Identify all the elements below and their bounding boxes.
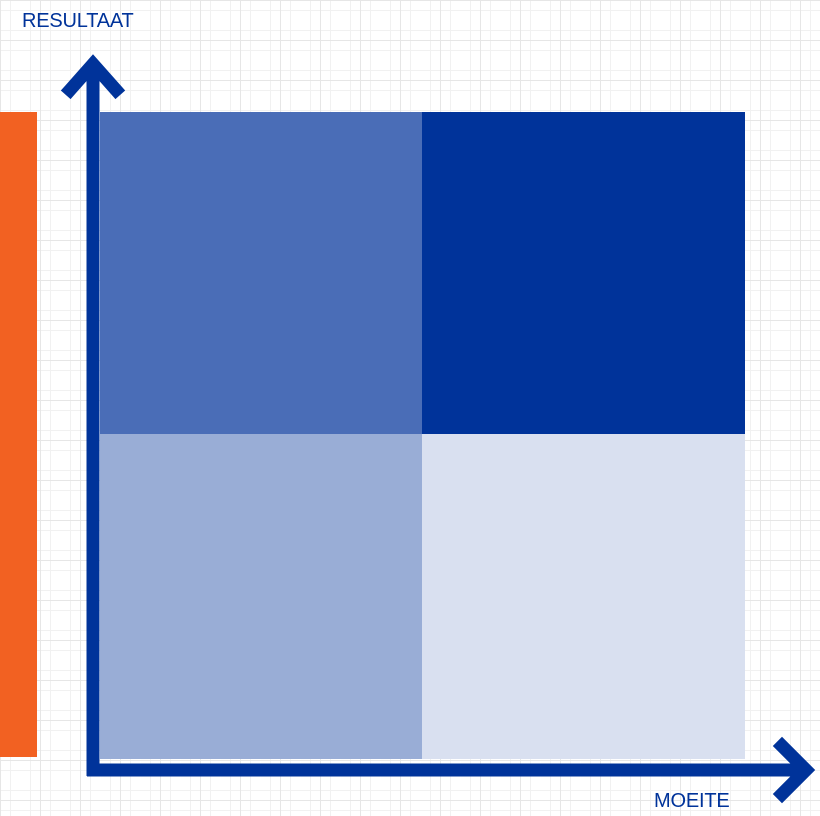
- y-axis-arrow-icon: [60, 54, 126, 100]
- quadrant-top-left: [100, 112, 422, 434]
- quadrant-bottom-left: [100, 434, 422, 759]
- quadrant-top-right: [422, 112, 745, 434]
- y-axis-label: RESULTAAT: [22, 10, 134, 32]
- accent-bar: [0, 112, 37, 757]
- x-axis-arrow-icon: [772, 736, 816, 804]
- quadrant-bottom-right: [422, 434, 745, 759]
- x-axis-label: MOEITE: [654, 790, 730, 812]
